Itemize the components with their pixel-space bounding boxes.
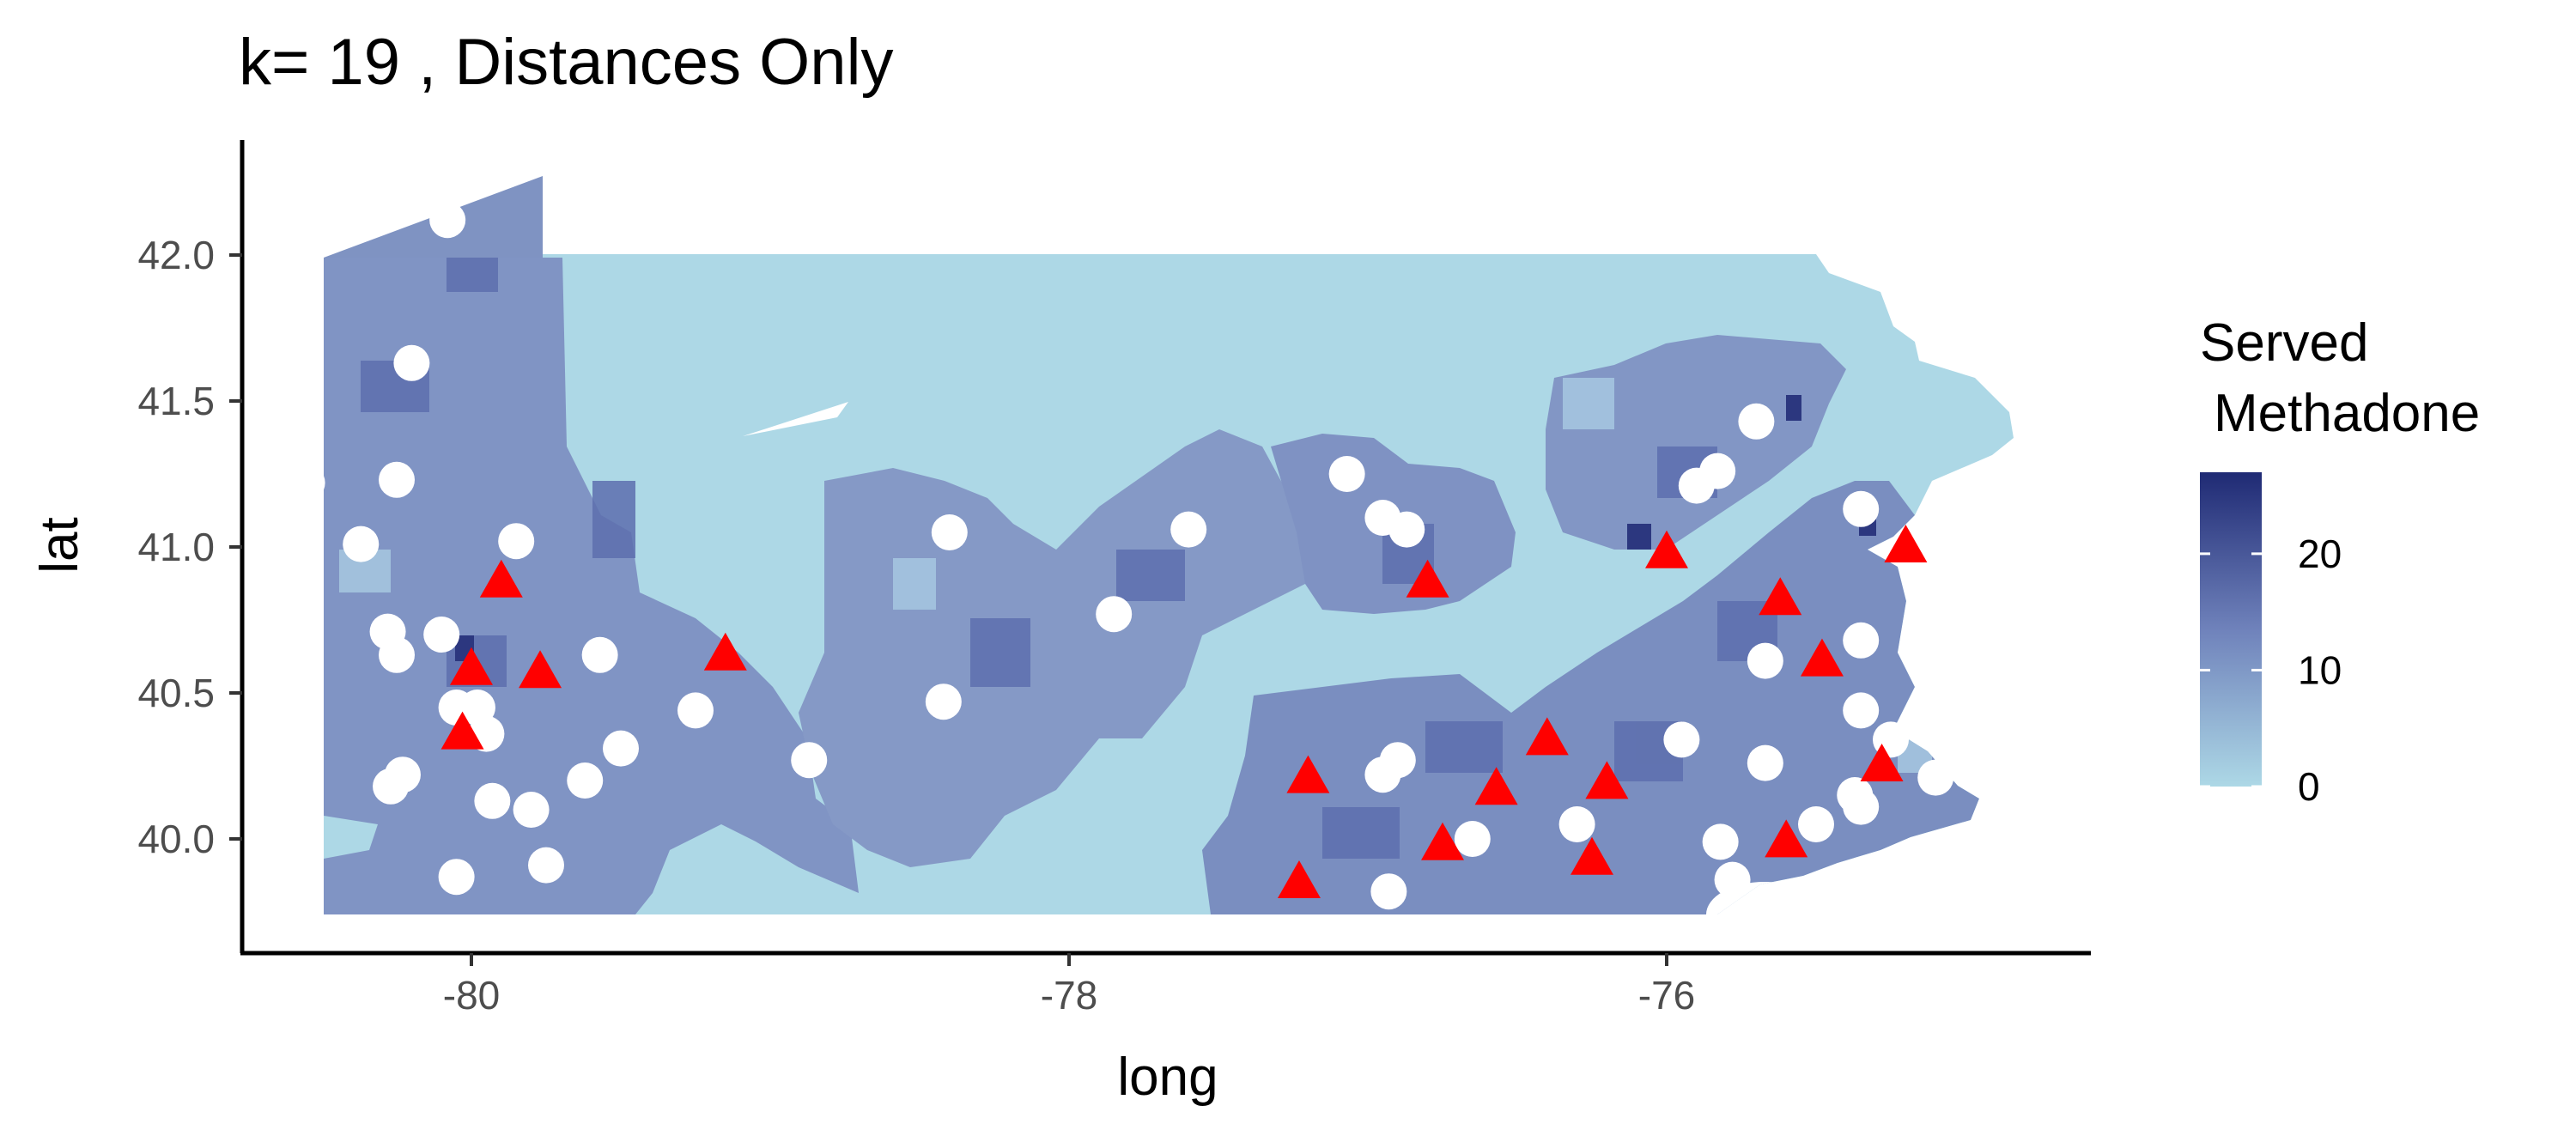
facility-triangle-19 xyxy=(1277,860,1321,898)
facility-triangle-2 xyxy=(450,647,493,685)
legend-ticks: 0 10 20 xyxy=(2200,532,2342,809)
site-circle-28 xyxy=(1328,456,1365,492)
triangle-markers xyxy=(440,525,1928,898)
facility-triangle-6 xyxy=(1645,530,1688,568)
site-circle-36 xyxy=(1747,642,1783,679)
y-tick-label: 41.5 xyxy=(137,379,215,423)
site-circle-1 xyxy=(429,202,466,239)
x-tick-label: -78 xyxy=(1041,973,1097,1018)
facility-triangle-11 xyxy=(1525,717,1569,756)
facility-triangle-3 xyxy=(519,650,562,689)
facility-triangle-7 xyxy=(1884,525,1928,562)
y-axis-title: lat xyxy=(30,517,89,573)
site-circle-49 xyxy=(1364,756,1401,793)
y-tick-label: 42.0 xyxy=(137,233,215,277)
site-circle-53 xyxy=(1843,861,1880,898)
site-circle-9 xyxy=(379,636,415,673)
site-circle-31 xyxy=(1738,403,1775,440)
site-circle-20 xyxy=(528,847,564,884)
chart-title: k= 19 , Distances Only xyxy=(239,26,893,99)
legend-title-line2: Methadone xyxy=(2214,384,2480,443)
y-tick-label: 40.0 xyxy=(137,817,215,861)
x-tick-label: -76 xyxy=(1638,973,1695,1018)
site-circle-10 xyxy=(581,636,618,673)
facility-triangle-4 xyxy=(440,711,484,750)
site-circle-45 xyxy=(1663,721,1700,758)
site-circle-46 xyxy=(1558,806,1595,842)
lake-sliver xyxy=(743,402,848,436)
site-circle-30 xyxy=(1388,511,1425,548)
site-circle-8 xyxy=(423,617,460,653)
site-circle-25 xyxy=(931,514,968,550)
y-tick-label: 41.0 xyxy=(137,525,215,569)
facility-triangle-18 xyxy=(1765,819,1808,858)
site-circle-50 xyxy=(1370,873,1407,910)
site-circle-51 xyxy=(1702,823,1739,860)
site-circle-39 xyxy=(1917,759,1954,796)
site-circle-2 xyxy=(393,344,430,381)
site-circle-52 xyxy=(1714,861,1751,898)
site-circle-6 xyxy=(498,523,535,560)
site-circle-5 xyxy=(343,526,380,562)
facility-triangle-13 xyxy=(1286,755,1330,793)
legend-tick-label: 10 xyxy=(2298,647,2342,692)
legend-title-line1: Served xyxy=(2200,313,2368,373)
x-axis-title: long xyxy=(1117,1048,1218,1107)
site-circle-19 xyxy=(513,792,550,828)
site-circle-3 xyxy=(289,465,325,501)
site-circle-4 xyxy=(379,461,415,498)
circle-markers xyxy=(289,202,2023,910)
facility-triangle-10 xyxy=(1800,638,1844,677)
dark-patches xyxy=(361,254,1777,859)
site-circle-21 xyxy=(438,859,475,896)
site-circle-26 xyxy=(1170,511,1207,548)
facility-triangle-9 xyxy=(1759,577,1802,616)
x-tick-label: -80 xyxy=(443,973,500,1018)
site-circle-37 xyxy=(1843,692,1880,729)
site-circle-22 xyxy=(677,692,714,729)
site-circle-34 xyxy=(1843,490,1880,527)
map-layer xyxy=(289,176,2023,914)
legend-colorbar xyxy=(2200,472,2262,787)
legend-tick-label: 20 xyxy=(2298,532,2342,576)
facility-triangle-17 xyxy=(1571,836,1613,875)
legend-tick-label: 0 xyxy=(2298,764,2320,809)
facility-triangle-16 xyxy=(1421,822,1464,860)
facility-triangle-15 xyxy=(1585,761,1629,799)
site-circle-18 xyxy=(474,782,511,819)
site-circle-43 xyxy=(1843,788,1880,825)
site-circle-44 xyxy=(1798,806,1834,842)
facility-triangle-5 xyxy=(703,632,747,671)
site-circle-47 xyxy=(1454,821,1491,857)
site-circle-40 xyxy=(1986,762,2023,799)
site-circle-17 xyxy=(567,762,604,799)
site-circle-15 xyxy=(384,756,421,793)
facility-triangle-8 xyxy=(1406,559,1449,598)
axes: -80 -78 -76 40.0 40.5 41.0 41.5 42.0 long lat xyxy=(30,140,2091,1107)
site-circle-35 xyxy=(1843,622,1880,659)
facility-triangle-14 xyxy=(1474,767,1518,805)
shaded-region-northeast xyxy=(1546,335,1846,550)
y-tick-label: 40.5 xyxy=(137,671,215,715)
site-circle-24 xyxy=(925,683,962,720)
facility-triangle-1 xyxy=(479,559,523,598)
site-circle-23 xyxy=(791,742,828,779)
legend: Served Methadone 0 10 20 xyxy=(2200,313,2480,809)
facility-triangle-12 xyxy=(1860,744,1904,781)
site-circle-16 xyxy=(603,730,639,767)
x-ticks: -80 -78 -76 xyxy=(443,953,1695,1018)
site-circle-33 xyxy=(1678,467,1715,504)
y-ticks: 40.0 40.5 41.0 41.5 42.0 xyxy=(137,233,242,861)
site-circle-27 xyxy=(1096,596,1133,633)
site-circle-41 xyxy=(1747,744,1783,781)
